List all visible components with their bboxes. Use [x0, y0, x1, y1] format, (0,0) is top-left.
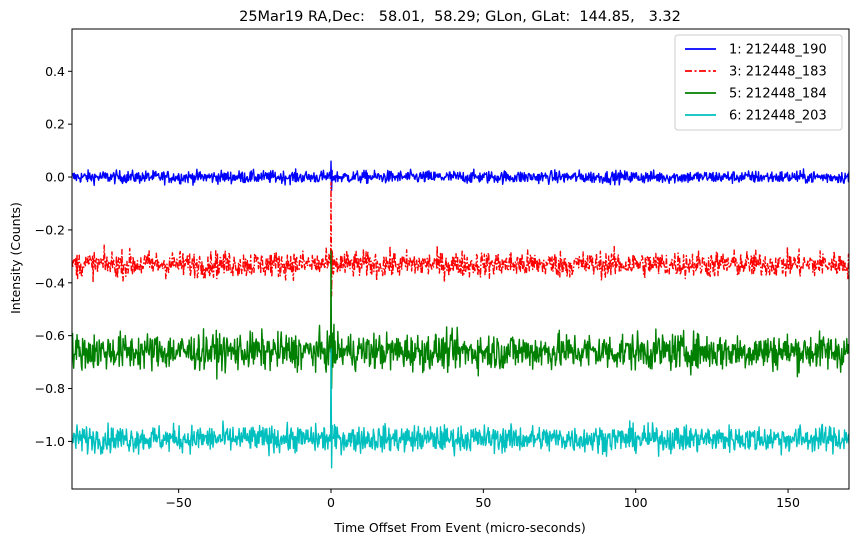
- x-tick-label: 50: [475, 495, 491, 510]
- series-line-2: [72, 181, 849, 297]
- y-tick-label: −1.0: [35, 434, 65, 449]
- y-tick-label: −0.6: [35, 328, 65, 343]
- y-tick-label: 0.4: [45, 64, 65, 79]
- series-line-4: [72, 348, 849, 469]
- x-tick-label: 0: [327, 495, 335, 510]
- legend-label-4: 6: 212448_203: [729, 109, 827, 124]
- y-tick-label: −0.8: [35, 381, 65, 396]
- x-tick-label: 100: [624, 495, 648, 510]
- legend-label-3: 5: 212448_184: [729, 87, 827, 102]
- series-line-3: [72, 250, 849, 390]
- legend-label-1: 1: 212448_190: [729, 43, 827, 58]
- chart-title: 25Mar19 RA,Dec: 58.01, 58.29; GLon, GLat…: [239, 9, 681, 25]
- y-tick-label: 0.0: [45, 170, 65, 185]
- plot-frame: [71, 28, 850, 490]
- y-tick-label: −0.2: [35, 222, 65, 237]
- x-axis-label: Time Offset From Event (micro-seconds): [333, 520, 585, 535]
- y-axis-label: Intensity (Counts): [8, 202, 23, 314]
- series-line-1: [72, 160, 849, 191]
- legend-box: [674, 34, 843, 131]
- x-tick-label: 150: [776, 495, 800, 510]
- legend-label-2: 3: 212448_183: [729, 65, 827, 80]
- y-tick-label: −0.4: [35, 275, 65, 290]
- legend: 1: 212448_190 3: 212448_183 5: 212448_184 6…: [674, 34, 843, 131]
- series-layer: [72, 160, 849, 469]
- x-axis: −50 0 50 100 150: [165, 489, 800, 510]
- y-axis: 0.4 0.2 0.0 −0.2 −0.4 −0.6 −0.8 −1.0: [35, 64, 72, 449]
- x-tick-label: −50: [165, 495, 191, 510]
- y-tick-label: 0.2: [45, 117, 65, 132]
